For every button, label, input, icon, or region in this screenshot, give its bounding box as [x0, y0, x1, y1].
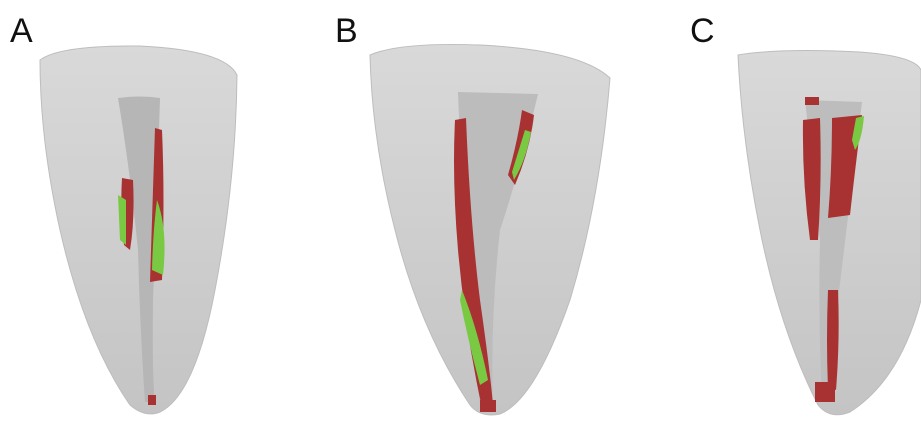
figure: A B C [0, 0, 921, 423]
panel-label: C [690, 12, 715, 50]
panel-label: B [335, 12, 358, 50]
panel-a: A [10, 12, 237, 414]
red-region [827, 290, 839, 390]
red-region [480, 400, 496, 412]
red-region [805, 97, 819, 105]
page: A B C (() => { const data = JSON.parse(d… [0, 0, 921, 423]
red-region [148, 395, 156, 405]
panel-label: A [10, 12, 33, 50]
panel-b: B [335, 12, 610, 415]
panel-c: C [690, 12, 921, 415]
red-region [815, 382, 835, 402]
